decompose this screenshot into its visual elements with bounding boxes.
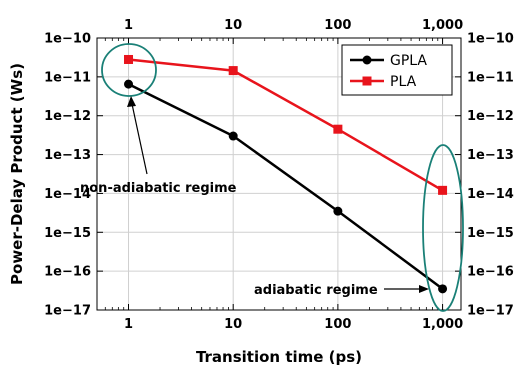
y-tick-label: 1e−14 bbox=[44, 187, 91, 202]
legend-label-gpla: GPLA bbox=[390, 53, 427, 69]
adiabatic-ellipse bbox=[422, 144, 464, 312]
x-tick-label-top: 100 bbox=[324, 18, 351, 33]
y-tick-label-right: 1e−11 bbox=[467, 70, 514, 85]
x-tick-label: 1 bbox=[124, 317, 133, 332]
y-tick-label-right: 1e−17 bbox=[467, 304, 514, 319]
y-axis-title: Power-Delay Product (Ws) bbox=[8, 63, 26, 285]
plot-frame bbox=[96, 37, 462, 311]
pla-point bbox=[333, 124, 343, 134]
annotations: non-adiabatic regime adiabatic regime bbox=[80, 43, 464, 312]
y-tick-label-right: 1e−16 bbox=[467, 265, 514, 280]
x-tick-label: 10 bbox=[224, 317, 242, 332]
legend: GPLA PLA bbox=[341, 44, 453, 96]
gpla-point bbox=[124, 79, 134, 89]
adiabatic-label: adiabatic regime bbox=[254, 283, 378, 298]
x-tick-labels-top: 1 10 100 1,000 bbox=[124, 18, 463, 33]
pla-line bbox=[128, 58, 444, 192]
y-tick-label: 1e−12 bbox=[44, 109, 91, 124]
y-tick-label: 1e−17 bbox=[44, 304, 91, 319]
series bbox=[124, 54, 448, 294]
y-tick-label: 1e−16 bbox=[44, 265, 91, 280]
x-tick-label-top: 10 bbox=[224, 18, 242, 33]
gpla-point bbox=[228, 131, 238, 141]
y-tick-label-right: 1e−12 bbox=[467, 109, 514, 124]
x-tick-label-top: 1,000 bbox=[422, 18, 463, 33]
y-tick-label: 1e−13 bbox=[44, 148, 91, 163]
y-tick-label-right: 1e−13 bbox=[467, 148, 514, 163]
non-adiabatic-label: non-adiabatic regime bbox=[80, 181, 237, 196]
legend-marker-pla bbox=[362, 76, 372, 86]
non-adiabatic-ellipse bbox=[101, 43, 157, 97]
gpla-point bbox=[333, 206, 343, 216]
pla-point bbox=[228, 66, 238, 76]
non-adiabatic-arrowhead bbox=[127, 96, 136, 107]
adiabatic-arrowhead bbox=[419, 285, 429, 293]
non-adiabatic-arrow bbox=[131, 103, 148, 175]
x-tick-label: 1,000 bbox=[422, 317, 463, 332]
legend-marker-gpla bbox=[362, 55, 372, 65]
y-tick-label: 1e−15 bbox=[44, 226, 91, 241]
x-axis-title: Transition time (ps) bbox=[196, 348, 362, 366]
y-tick-label: 1e−10 bbox=[44, 32, 91, 47]
x-tick-label: 100 bbox=[324, 317, 351, 332]
y-tick-label-right: 1e−15 bbox=[467, 226, 514, 241]
x-tick-label-top: 1 bbox=[124, 18, 133, 33]
legend-label-pla: PLA bbox=[390, 74, 417, 90]
gpla-line bbox=[127, 82, 444, 290]
legend-box bbox=[341, 44, 453, 96]
x-tick-labels-bottom: 1 10 100 1,000 bbox=[124, 317, 463, 332]
gpla-point bbox=[438, 284, 448, 294]
y-tick-label-right: 1e−14 bbox=[467, 187, 514, 202]
y-tick-labels-right: 1e−10 1e−11 1e−12 1e−13 1e−14 1e−15 1e−16 1e−17 bbox=[467, 32, 514, 319]
y-tick-label: 1e−11 bbox=[44, 70, 91, 85]
pla-point bbox=[124, 54, 134, 64]
pla-point bbox=[438, 185, 448, 195]
y-tick-labels-left: 1e−10 1e−11 1e−12 1e−13 1e−14 1e−15 1e−16 1e−17 bbox=[44, 32, 91, 319]
y-tick-label-right: 1e−10 bbox=[467, 32, 514, 47]
